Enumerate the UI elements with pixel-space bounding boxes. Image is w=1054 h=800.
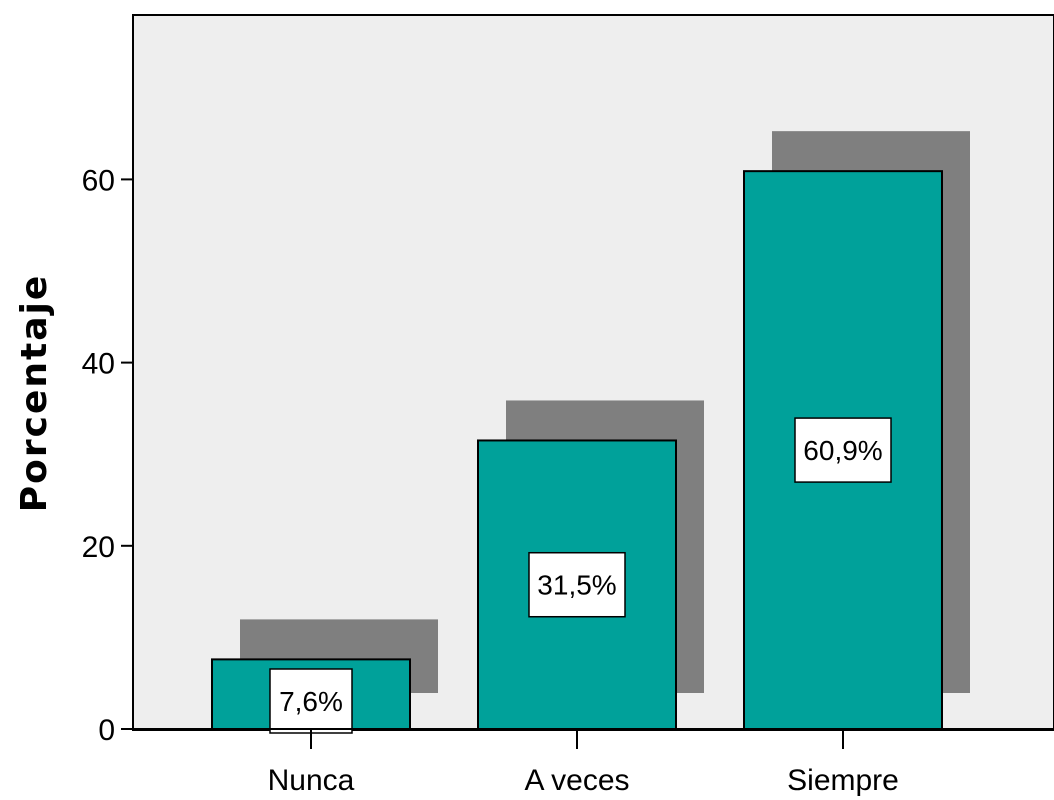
y-tick-label: 40 xyxy=(82,348,115,381)
data-label: 31,5% xyxy=(528,551,626,618)
y-tick-label: 20 xyxy=(82,531,115,564)
data-label-text: 60,9% xyxy=(803,435,882,466)
x-tick-label: A veces xyxy=(524,764,629,797)
y-axis: 0 20 40 60 xyxy=(82,15,134,747)
x-tick-label: Siempre xyxy=(787,764,899,797)
data-label-text: 7,6% xyxy=(279,686,343,717)
y-tick-label: 60 xyxy=(82,164,115,197)
data-label: 60,9% xyxy=(794,417,892,483)
bars-group: 7,6% 31,5% 60,9% xyxy=(211,131,970,734)
data-label-text: 31,5% xyxy=(537,570,616,601)
y-axis-label: Porcentaje xyxy=(14,274,55,513)
x-axis: Nunca A veces Siempre xyxy=(121,728,1054,797)
y-tick-label: 0 xyxy=(98,714,115,747)
data-label: 7,6% xyxy=(269,668,353,734)
x-tick-label: Nunca xyxy=(268,764,355,797)
